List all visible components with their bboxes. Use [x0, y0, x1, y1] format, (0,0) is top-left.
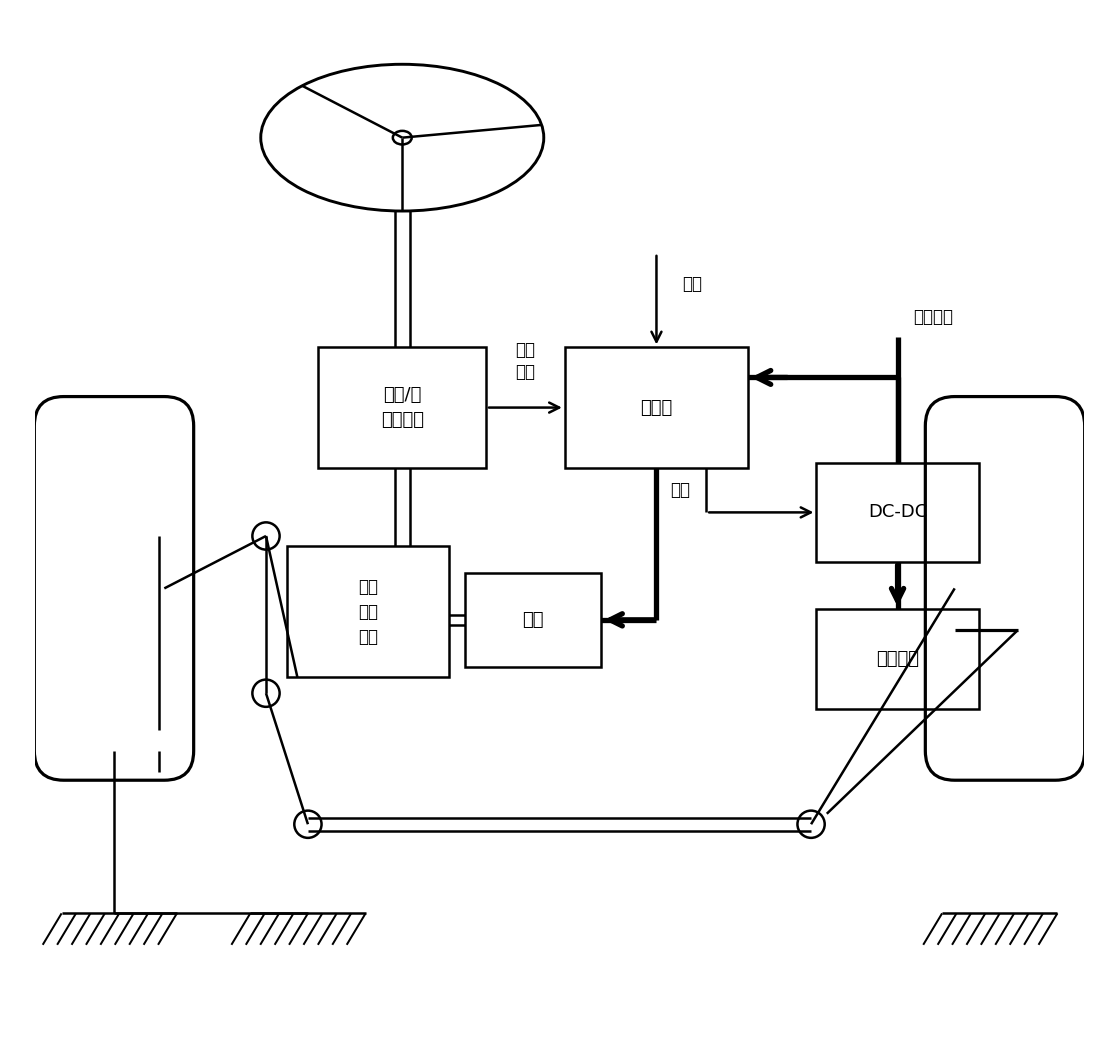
Text: 转矩
转角: 转矩 转角: [516, 342, 535, 382]
Text: 转矩/转
角传感器: 转矩/转 角传感器: [380, 386, 424, 429]
Bar: [817, 610, 979, 709]
Bar: [286, 547, 450, 678]
Bar: [319, 347, 486, 468]
Bar: [466, 573, 601, 667]
Text: 超级电容: 超级电容: [876, 651, 919, 668]
Bar: [817, 462, 979, 562]
Text: DC-DC: DC-DC: [868, 503, 928, 521]
Text: 车速: 车速: [683, 275, 703, 293]
Text: 整车电源: 整车电源: [913, 308, 953, 327]
Bar: [565, 347, 749, 468]
Text: 电流: 电流: [670, 481, 690, 499]
Text: 控制器: 控制器: [640, 398, 673, 416]
Text: 循环
球转
向器: 循环 球转 向器: [358, 578, 378, 646]
Text: 电机: 电机: [523, 611, 544, 628]
